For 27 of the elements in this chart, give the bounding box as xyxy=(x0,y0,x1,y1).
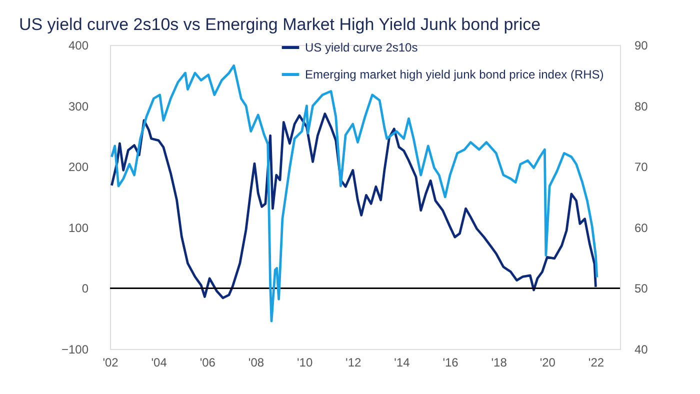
legend-label: Emerging market high yield junk bond price index (RHS) xyxy=(305,68,604,82)
y2-tick-label: 70 xyxy=(634,160,648,174)
y2-tick-label: 80 xyxy=(634,99,648,114)
line-series xyxy=(110,112,597,300)
y-tick-label: 300 xyxy=(68,99,89,114)
x-tick-label: '02 xyxy=(102,356,119,370)
y-tick-label: −100 xyxy=(61,342,89,356)
x-tick-label: '08 xyxy=(248,356,264,370)
y2-tick-label: 60 xyxy=(634,220,648,235)
x-tick-label: '10 xyxy=(296,356,313,370)
x-tick-label: '04 xyxy=(151,356,168,370)
x-tick-label: '06 xyxy=(200,356,216,370)
y-tick-label: 400 xyxy=(68,38,89,52)
chart-title: US yield curve 2s10s vs Emerging Market High Yield Junk bond price xyxy=(18,15,541,34)
legend-label: US yield curve 2s10s xyxy=(305,40,418,54)
x-tick-label: '12 xyxy=(346,356,362,370)
x-tick-label: '16 xyxy=(442,356,459,370)
x-tick-label: '20 xyxy=(540,356,556,370)
y-tick-label: 100 xyxy=(68,220,89,235)
y-tick-label: 0 xyxy=(82,282,89,296)
x-tick-label: '22 xyxy=(588,356,604,370)
y2-tick-label: 90 xyxy=(634,38,648,52)
y2-tick-label: 50 xyxy=(634,282,648,296)
x-tick-label: '18 xyxy=(491,356,508,370)
y-tick-label: 200 xyxy=(68,160,89,174)
y2-tick-label: 40 xyxy=(634,342,648,356)
x-tick-label: '14 xyxy=(394,356,410,370)
